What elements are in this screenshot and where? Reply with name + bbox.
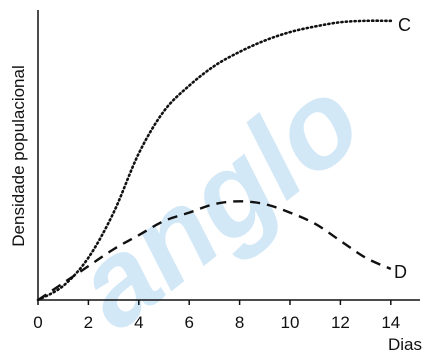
series-D-label: D [394,262,407,282]
x-tick-label-10: 10 [281,313,300,332]
x-axis-title: Dias [388,335,422,354]
x-tick-label-14: 14 [381,313,400,332]
series-C-line [36,19,393,302]
series-D-line [37,200,392,301]
x-tick-label-6: 6 [184,313,193,332]
x-tick-label-2: 2 [84,313,93,332]
y-axis-title: Densidade populacional [9,65,28,246]
x-tick-label-8: 8 [235,313,244,332]
x-tick-label-0: 0 [33,313,42,332]
series-C-label: C [398,15,411,35]
x-tick-label-4: 4 [134,313,143,332]
x-tick-label-12: 12 [331,313,350,332]
